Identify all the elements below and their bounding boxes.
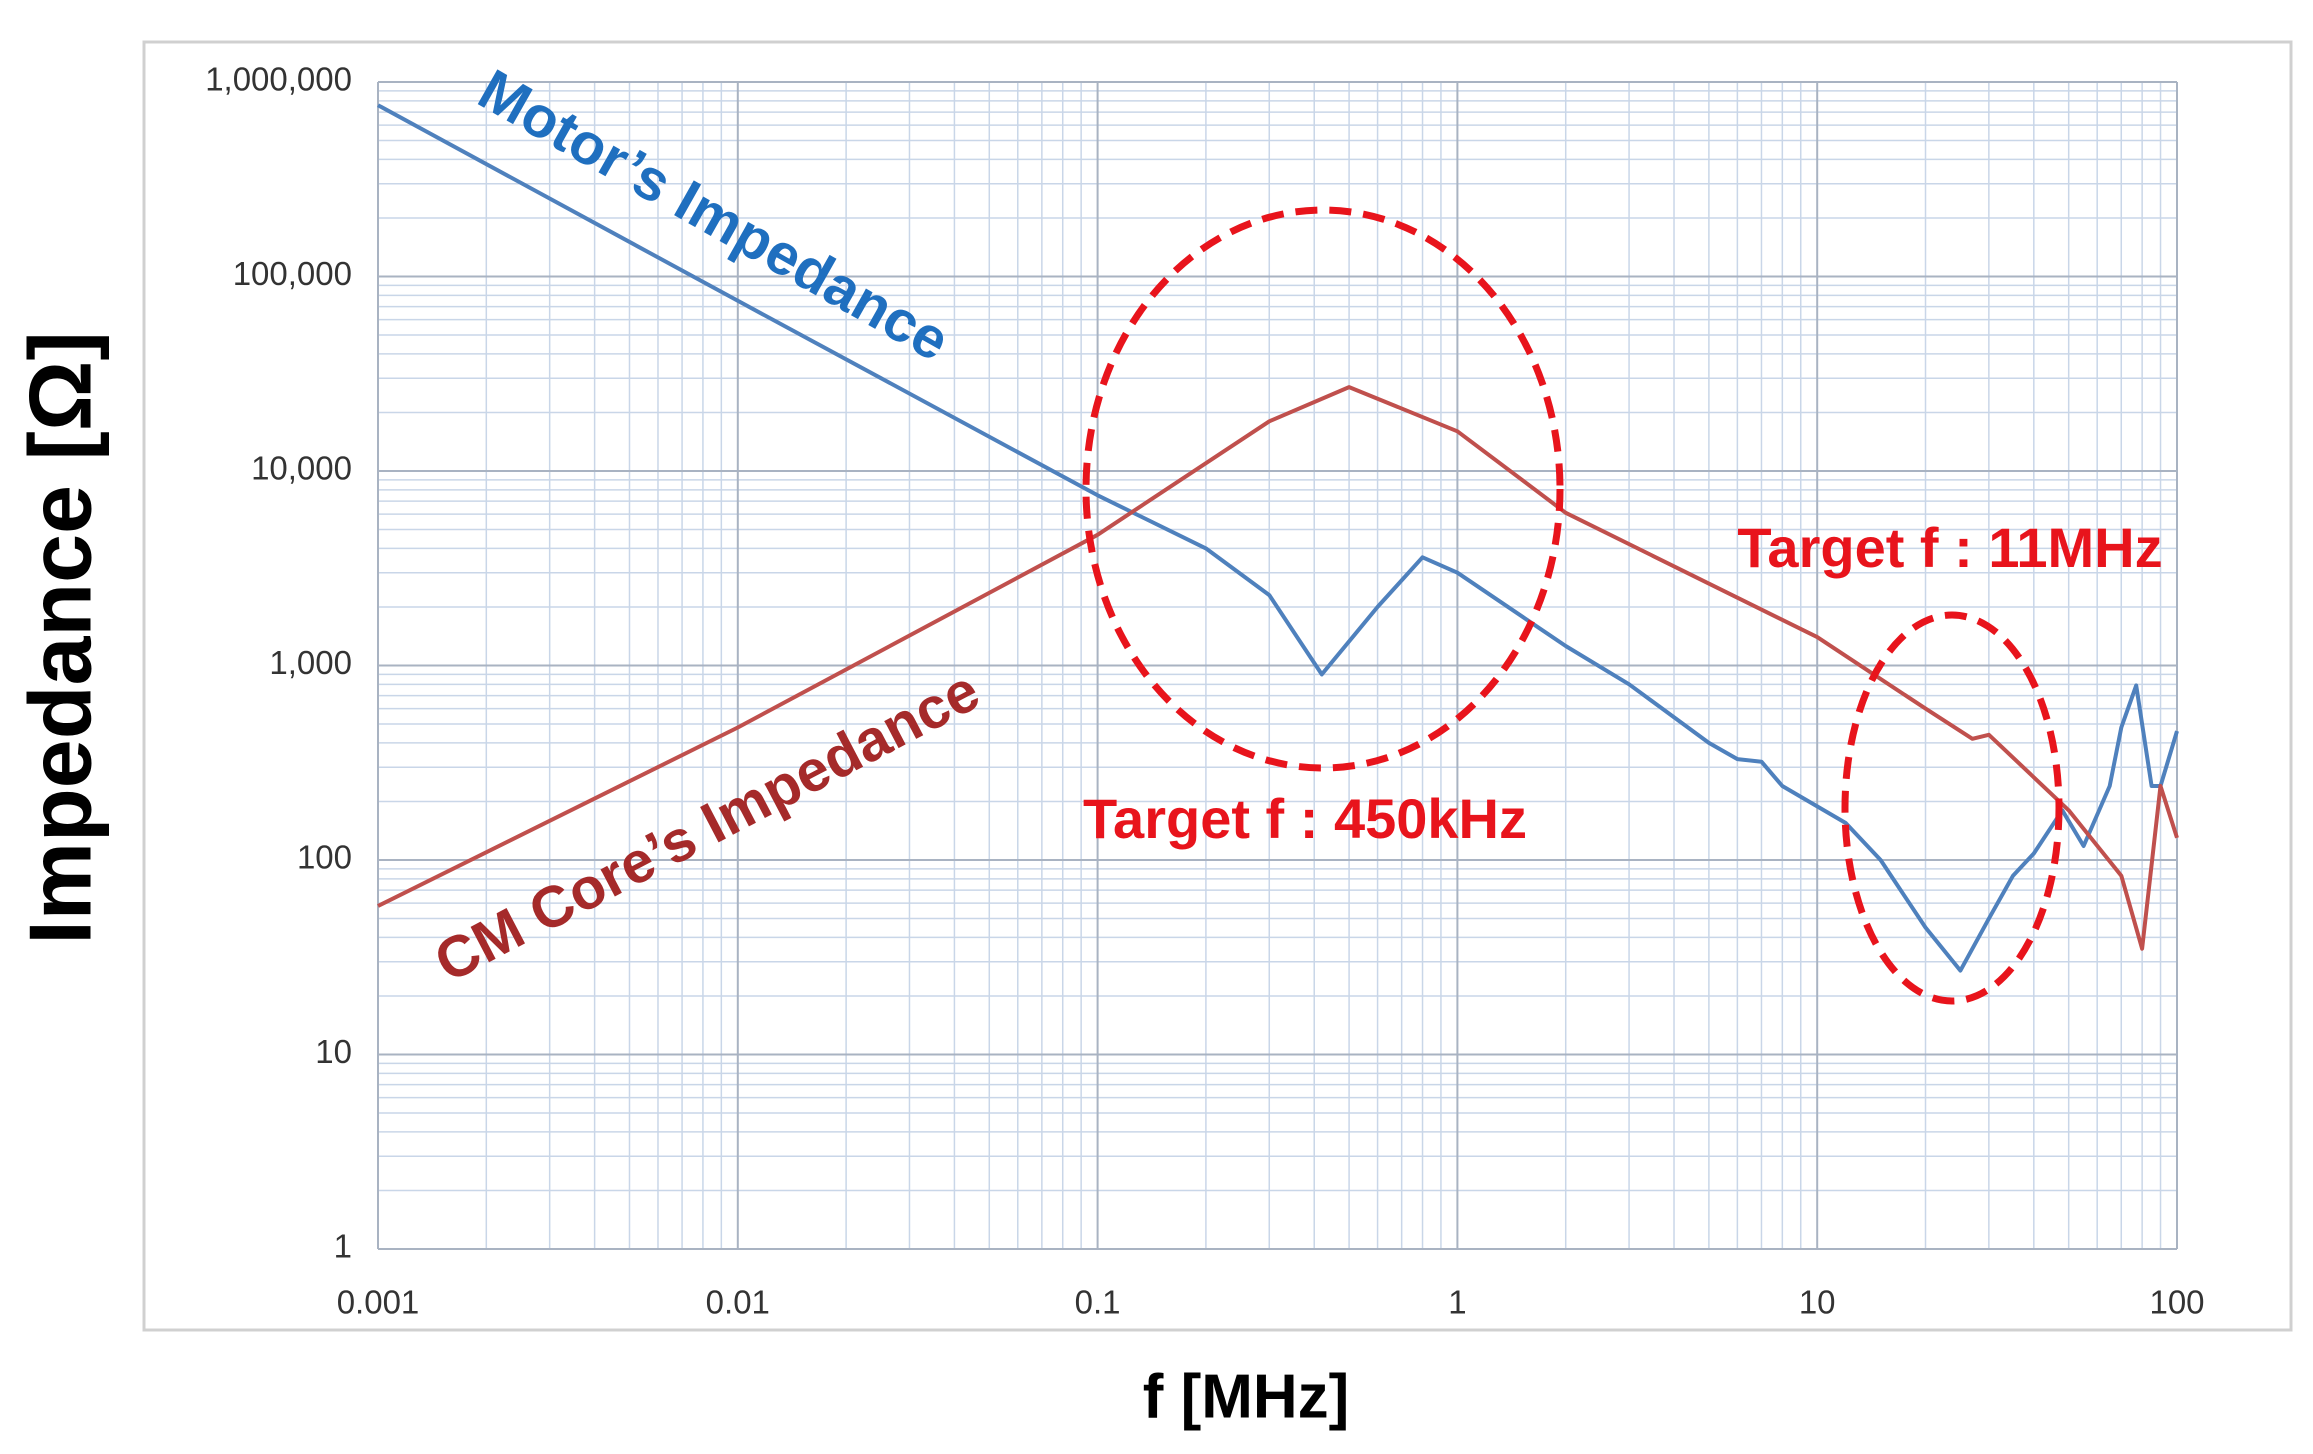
highlight-ellipse	[1841, 611, 2063, 1005]
y-tick-label: 100	[297, 839, 352, 876]
plot	[377, 103, 2179, 973]
y-tick-label: 100,000	[233, 255, 352, 292]
y-tick-label: 1	[334, 1228, 352, 1265]
series-line	[377, 103, 2179, 973]
x-tick-label: 10	[1799, 1284, 1836, 1321]
x-tick-label: 100	[2149, 1284, 2204, 1321]
y-tick-label: 10,000	[251, 450, 352, 487]
x-axis-label: f [MHz]	[1143, 1362, 1350, 1431]
x-tick-label: 0.001	[337, 1284, 420, 1321]
y-axis-label: Impedance [Ω]	[10, 331, 109, 944]
highlight-ellipse	[1082, 206, 1564, 772]
x-tick-label: 0.01	[706, 1284, 770, 1321]
y-tick-label: 1,000	[269, 644, 352, 681]
y-tick-label: 10	[315, 1033, 352, 1070]
annotation: Target f : 11MHz	[1737, 516, 2162, 579]
x-tick-label: 1	[1448, 1284, 1466, 1321]
annotation: Target f : 450kHz	[1083, 787, 1527, 850]
chart-frame	[142, 40, 2293, 1332]
y-tick-label: 1,000,000	[205, 61, 352, 98]
x-tick-label: 0.1	[1075, 1284, 1121, 1321]
series-line	[377, 385, 2179, 951]
